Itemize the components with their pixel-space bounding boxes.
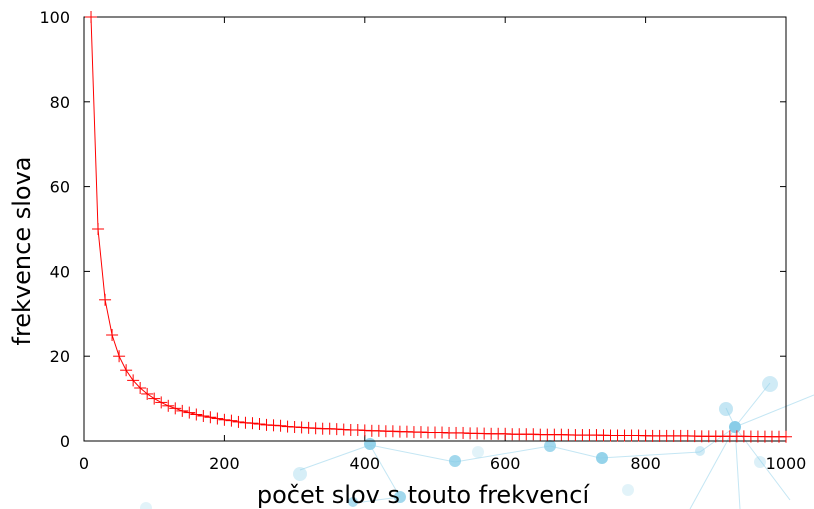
watermark-link: [369, 444, 401, 498]
watermark-node: [544, 440, 556, 452]
data-point: [274, 419, 287, 432]
watermark-node: [472, 446, 484, 458]
data-point: [183, 406, 196, 419]
watermark-link: [734, 394, 814, 428]
data-point: [197, 409, 210, 422]
data-point: [204, 411, 217, 424]
x-tick-label: 1000: [766, 454, 807, 473]
series-group: [85, 11, 792, 443]
watermark-node: [622, 484, 634, 496]
data-point: [120, 364, 133, 377]
x-tick-label: 800: [630, 454, 661, 473]
watermark-node: [293, 467, 307, 481]
data-point: [99, 293, 112, 306]
y-tick-label: 0: [60, 432, 70, 451]
network-watermark: [140, 376, 814, 509]
y-axis: 0 20 40 60 80 100: [39, 8, 786, 451]
data-point: [148, 392, 161, 405]
x-tick-label: 0: [79, 454, 89, 473]
y-tick-label: 40: [50, 262, 70, 281]
data-point: [85, 11, 98, 23]
x-axis: 0 200 400 600 800 1000: [79, 17, 806, 473]
watermark-link: [299, 444, 371, 471]
data-point: [211, 412, 224, 425]
data-point: [169, 402, 182, 415]
watermark-node: [762, 376, 778, 392]
watermark-node: [695, 446, 705, 456]
y-tick-label: 60: [50, 178, 70, 197]
x-axis-title: počet slov s touto frekvencí: [257, 481, 591, 509]
watermark-link: [734, 382, 771, 428]
watermark-node: [754, 456, 766, 468]
data-point: [92, 223, 105, 235]
watermark-node: [596, 452, 608, 464]
data-point: [155, 396, 168, 409]
data-point: [232, 415, 245, 428]
data-point: [176, 404, 189, 417]
y-tick-label: 100: [39, 8, 70, 27]
watermark-link: [689, 426, 736, 509]
data-point: [162, 399, 175, 412]
data-point: [253, 418, 266, 431]
data-point: [141, 387, 154, 400]
watermark-node: [140, 502, 152, 509]
x-tick-label: 200: [209, 454, 240, 473]
watermark-link: [369, 444, 456, 463]
x-tick-label: 400: [350, 454, 381, 473]
watermark-link: [734, 426, 741, 509]
data-point: [780, 430, 792, 443]
watermark-node: [364, 438, 376, 450]
data-point: [225, 414, 238, 427]
watermark-node: [348, 497, 358, 507]
y-tick-label: 20: [50, 347, 70, 366]
watermark-node: [719, 402, 733, 416]
watermark-node: [394, 491, 406, 503]
watermark-link: [454, 445, 551, 463]
watermark-link: [354, 496, 401, 504]
watermark-link: [549, 445, 601, 459]
data-point: [134, 382, 147, 394]
watermark-link: [599, 451, 701, 459]
data-point: [218, 413, 231, 426]
data-point: [127, 374, 140, 387]
watermark-node: [729, 421, 741, 433]
watermark-node: [449, 455, 461, 467]
data-point: [190, 408, 203, 421]
data-point: [113, 350, 126, 363]
data-point: [106, 329, 119, 341]
y-axis-title: frekvence slova: [8, 157, 36, 346]
y-tick-label: 80: [50, 93, 70, 112]
x-tick-label: 600: [490, 454, 521, 473]
series-line: [90, 16, 787, 438]
data-point: [246, 417, 259, 430]
plot-frame: [83, 16, 787, 442]
watermark-link: [699, 426, 736, 453]
